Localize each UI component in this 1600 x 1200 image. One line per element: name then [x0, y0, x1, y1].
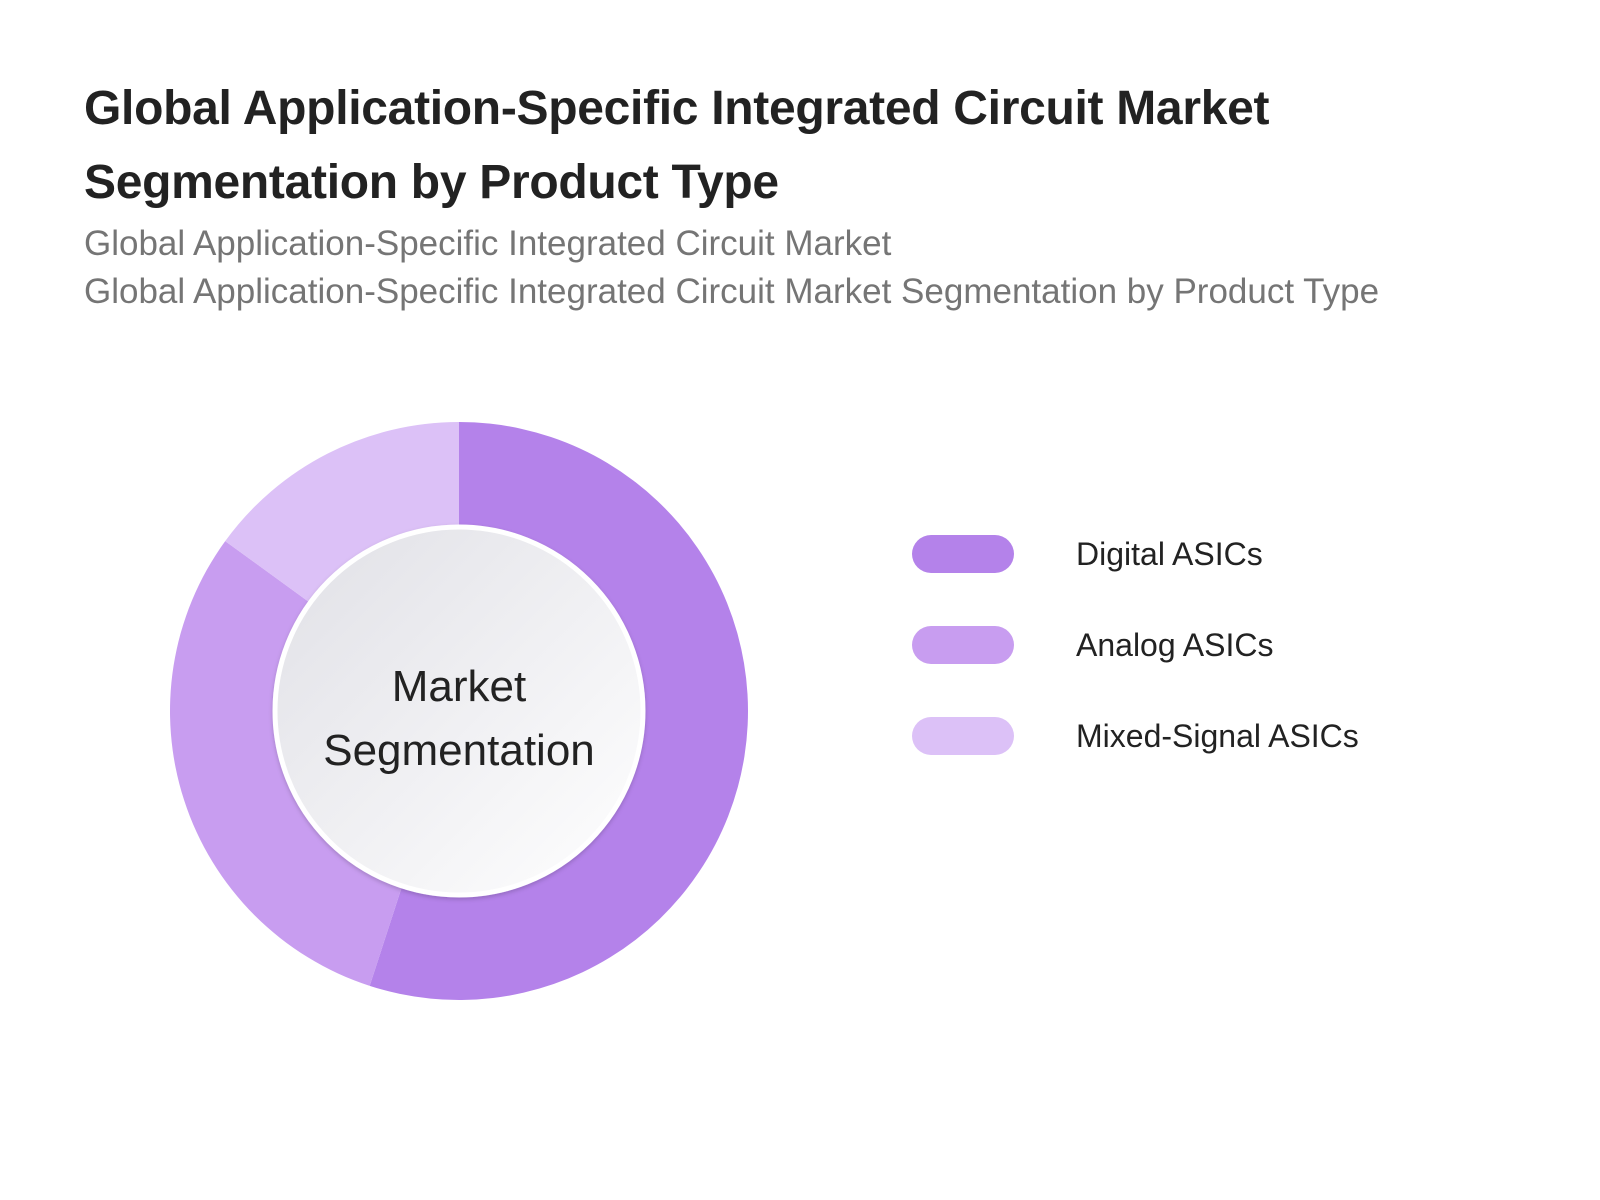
legend-item-digital-asics[interactable]: Digital ASICs — [912, 535, 1512, 575]
legend-item-mixed-signal-asics[interactable]: Mixed-Signal ASICs — [912, 717, 1512, 757]
center-label-line-2: Segmentation — [323, 726, 595, 775]
legend-swatch-digital — [912, 535, 1014, 573]
legend-label: Digital ASICs — [1076, 536, 1263, 572]
chart-subtitle-2: Global Application-Specific Integrated C… — [84, 272, 1380, 311]
center-label: Market Segmentation — [279, 655, 639, 783]
legend-swatch-mixed-signal — [912, 717, 1014, 755]
legend-item-analog-asics[interactable]: Analog ASICs — [912, 626, 1512, 666]
chart-title: Global Application-Specific Integrated C… — [84, 82, 1270, 209]
legend-swatch-analog — [912, 626, 1014, 664]
center-label-line-1: Market — [391, 662, 527, 711]
slice-digital-asics[interactable] — [369, 422, 749, 1000]
chart-subtitle-1: Global Application-Specific Integrated C… — [84, 224, 892, 263]
donut-center — [272, 524, 646, 898]
legend-label: Analog ASICs — [1076, 627, 1274, 663]
legend-label: Mixed-Signal ASICs — [1076, 718, 1359, 754]
